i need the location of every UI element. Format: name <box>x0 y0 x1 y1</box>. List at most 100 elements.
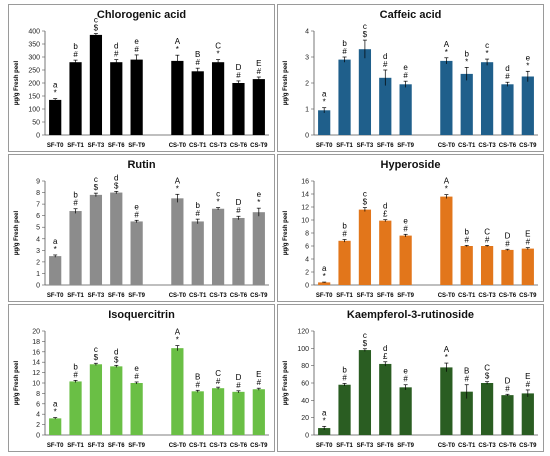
x-tick-label: SF-T3 <box>88 143 105 149</box>
x-tick-label: CS-T1 <box>458 443 476 449</box>
x-tick-label: SF-T9 <box>128 293 145 299</box>
x-tick-label: SF-T1 <box>336 143 353 149</box>
bar <box>318 110 331 135</box>
x-tick-label: CS-T9 <box>519 293 537 299</box>
bar <box>460 391 473 435</box>
y-tick-label: 14 <box>32 360 40 367</box>
bar <box>171 348 184 435</box>
significance-letter: B <box>464 367 469 376</box>
significance-symbol: * <box>486 49 489 58</box>
significance-letter: a <box>322 90 327 99</box>
y-tick-label: 10 <box>32 381 40 388</box>
significance-letter: b <box>73 191 78 200</box>
x-tick-label: CS-T0 <box>438 293 456 299</box>
y-tick-label: 0 <box>36 283 40 290</box>
significance-letter: d <box>114 173 118 182</box>
significance-symbol: # <box>236 206 241 215</box>
x-tick-label: CS-T1 <box>458 143 476 149</box>
x-tick-label: SF-T9 <box>397 293 414 299</box>
significance-symbol: * <box>176 336 179 345</box>
significance-symbol: * <box>54 408 57 417</box>
bar <box>110 62 123 136</box>
bar <box>501 84 514 135</box>
y-tick-label: 12 <box>32 370 40 377</box>
y-tick-label: 2 <box>36 422 40 429</box>
x-tick-label: SF-T9 <box>397 443 414 449</box>
significance-letter: d <box>114 347 118 356</box>
significance-symbol: * <box>54 245 57 254</box>
bar <box>232 391 245 435</box>
y-tick-label: 0 <box>305 133 309 140</box>
chart-svg: μg/g Fresh peel020406080100120*aSF-T0#bS… <box>283 329 538 449</box>
significance-symbol: £ <box>383 210 388 219</box>
x-tick-label: CS-T1 <box>458 293 476 299</box>
bar <box>318 428 331 435</box>
y-axis-label: μg/g Fresh peel <box>283 211 289 256</box>
significance-symbol: # <box>342 47 347 56</box>
significance-letter: E <box>256 59 261 68</box>
y-tick-label: 4 <box>305 257 309 264</box>
x-tick-label: SF-T3 <box>357 443 374 449</box>
y-tick-label: 1 <box>36 271 40 278</box>
x-tick-label: CS-T3 <box>209 143 227 149</box>
significance-symbol: # <box>196 380 201 389</box>
significance-symbol: * <box>176 45 179 54</box>
y-tick-label: 6 <box>36 401 40 408</box>
bar <box>440 196 453 285</box>
bar <box>480 62 494 136</box>
bar <box>130 59 143 135</box>
y-axis-label: μg/g Fresh peel <box>14 61 20 106</box>
significance-letter: D <box>505 231 511 240</box>
significance-symbol: $ <box>94 183 99 192</box>
bar <box>460 246 473 285</box>
significance-letter: D <box>236 373 242 382</box>
bar <box>379 363 392 435</box>
significance-symbol: # <box>485 235 490 244</box>
significance-letter: A <box>175 37 181 46</box>
bar <box>318 282 331 285</box>
y-tick-label: 8 <box>305 231 309 238</box>
bar <box>171 60 184 135</box>
x-tick-label: SF-T3 <box>88 293 105 299</box>
y-tick-label: 60 <box>301 381 309 388</box>
chart-svg: μg/g Fresh peel0246810121416*aSF-T0#bSF-… <box>283 177 538 299</box>
y-tick-label: 50 <box>32 120 40 127</box>
significance-letter: E <box>256 370 261 379</box>
y-tick-label: 100 <box>28 107 40 114</box>
y-tick-label: 4 <box>305 29 309 36</box>
significance-symbol: * <box>445 353 448 362</box>
significance-letter: b <box>196 201 201 210</box>
bar <box>460 73 473 135</box>
significance-symbol: # <box>134 210 139 219</box>
significance-symbol: # <box>114 50 119 59</box>
significance-symbol: # <box>465 235 470 244</box>
bar <box>191 391 204 435</box>
bar <box>440 60 453 135</box>
significance-symbol: # <box>134 45 139 54</box>
y-axis-label: μg/g Fresh peel <box>283 361 289 406</box>
bar <box>399 387 412 435</box>
y-tick-label: 8 <box>36 190 40 197</box>
x-tick-label: SF-T6 <box>377 143 394 149</box>
significance-symbol: # <box>73 370 78 379</box>
significance-letter: b <box>342 365 347 374</box>
y-tick-label: 5 <box>36 225 40 232</box>
x-tick-label: CS-T0 <box>438 443 456 449</box>
significance-letter: C <box>215 369 221 378</box>
x-tick-label: CS-T9 <box>519 143 537 149</box>
significance-letter: c <box>363 190 367 199</box>
chart-title: Rutin <box>127 159 156 171</box>
significance-symbol: £ <box>383 352 388 361</box>
x-tick-label: SF-T6 <box>108 143 125 149</box>
bar <box>252 79 265 135</box>
chart-panel-hyperoside: Hyperoside μg/g Fresh peel 0 2 4 6 8 10 12 14 16 *… <box>277 154 544 302</box>
bar <box>89 34 103 135</box>
bar <box>480 383 494 435</box>
bar <box>49 256 62 285</box>
x-tick-label: CS-T6 <box>230 293 248 299</box>
x-tick-label: SF-T3 <box>88 443 105 449</box>
y-tick-label: 14 <box>301 192 309 199</box>
significance-letter: b <box>73 42 78 51</box>
bar <box>358 209 372 285</box>
x-tick-label: SF-T9 <box>128 143 145 149</box>
